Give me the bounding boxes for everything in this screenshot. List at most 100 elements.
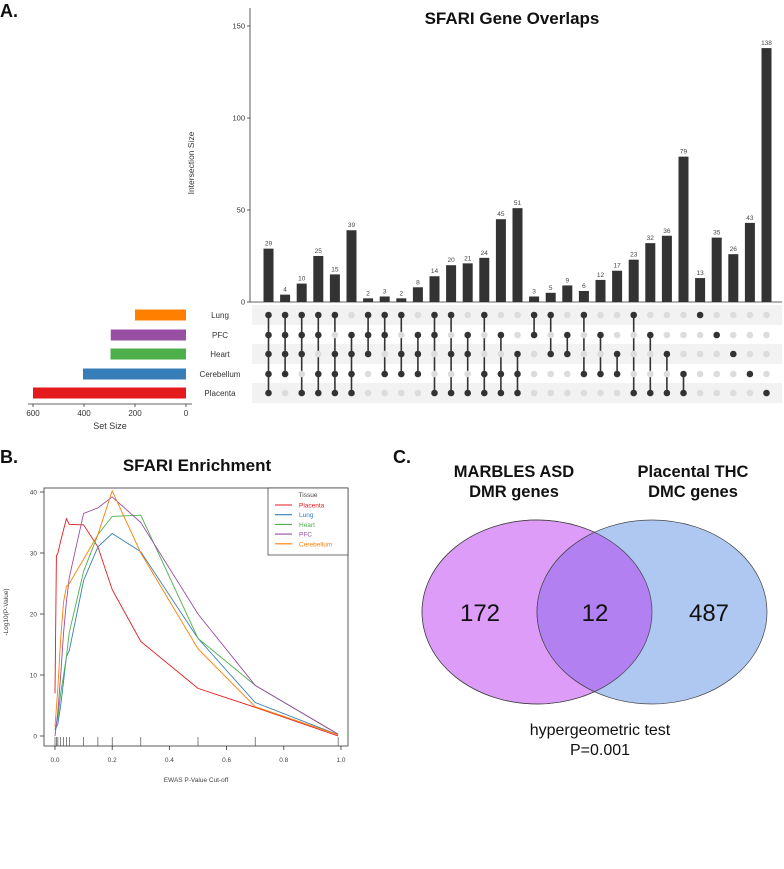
- intersection-size-label: 2: [366, 290, 370, 297]
- intersection-size-label: 8: [416, 279, 420, 286]
- series-line-pfc: [54, 496, 339, 737]
- matrix-dot-filled: [613, 370, 621, 378]
- intersection-bar: [329, 274, 340, 302]
- intersection-size-label: 43: [746, 215, 754, 222]
- matrix-dot-empty: [763, 331, 770, 339]
- intersection-bar: [595, 279, 606, 302]
- y-tick-label: 30: [30, 551, 38, 558]
- matrix-dot-filled: [281, 331, 289, 339]
- matrix-dot-empty: [564, 311, 571, 319]
- intersection-size-label: 4: [283, 287, 287, 294]
- matrix-dot-empty: [613, 389, 621, 397]
- matrix-dot-empty: [730, 389, 737, 397]
- intersection-size-label: 29: [265, 241, 273, 248]
- intersection-bar: [313, 256, 324, 302]
- matrix-dot-filled: [497, 389, 505, 397]
- plot-frame: [43, 487, 349, 747]
- venn-overlap-count: 12: [582, 600, 609, 627]
- matrix-dot-empty: [730, 311, 737, 319]
- x-tick-label: 0.2: [108, 757, 117, 764]
- venn-right-title-1: Placental THC: [638, 463, 749, 481]
- intersection-bar: [346, 230, 357, 302]
- matrix-dot-filled: [663, 350, 671, 358]
- matrix-dot-empty: [680, 350, 687, 358]
- matrix-dot-filled: [265, 331, 272, 339]
- matrix-dot-empty: [763, 350, 770, 358]
- intersection-bar: [645, 243, 656, 302]
- matrix-dot-empty: [663, 311, 671, 319]
- venn-right-count: 487: [689, 600, 729, 627]
- intersection-bar: [495, 219, 506, 302]
- set-size-tick-label: 400: [77, 409, 91, 418]
- matrix-dot-empty: [547, 331, 554, 339]
- enrichment-y-label: -Log10(P-Value): [3, 588, 10, 635]
- intersection-bar: [744, 222, 755, 302]
- set-size-tick-label: 0: [184, 409, 189, 418]
- intersection-bar: [396, 298, 407, 302]
- matrix-dot-filled: [530, 331, 538, 339]
- intersection-size-label: 23: [630, 252, 638, 259]
- matrix-dot-empty: [481, 331, 488, 339]
- matrix-dot-filled: [381, 331, 389, 339]
- matrix-dot-filled: [315, 389, 322, 397]
- matrix-dot-filled: [630, 389, 637, 397]
- intersection-size-label: 3: [532, 288, 536, 295]
- matrix-dot-empty: [597, 350, 604, 358]
- intersection-size-label: 39: [348, 222, 356, 229]
- matrix-dot-filled: [647, 331, 654, 339]
- matrix-dot-filled: [481, 311, 488, 319]
- set-name-label: PFC: [212, 331, 228, 340]
- matrix-dot-filled: [298, 331, 306, 339]
- y-tick-label: 10: [30, 673, 38, 680]
- matrix-dot-filled: [564, 350, 571, 358]
- matrix-dot-filled: [281, 350, 289, 358]
- matrix-dot-empty: [630, 370, 637, 378]
- intersection-bar: [578, 290, 589, 302]
- legend-item-lung: Lung: [299, 512, 314, 519]
- matrix-dot-filled: [497, 370, 505, 378]
- upset-y-label: Intersection Size: [186, 131, 196, 194]
- matrix-dot-empty: [398, 331, 405, 339]
- enrichment-plot: 0.0 0.2 0.4 0.6 0.8 1.0 0 10 20 30 40 Tissue Placent…: [30, 487, 349, 764]
- matrix-dot-filled: [364, 331, 372, 339]
- matrix-dot-filled: [364, 311, 372, 319]
- intersection-size-label: 14: [431, 268, 439, 275]
- enrichment-x-label: EWAS P-Value Cut-off: [164, 777, 229, 784]
- intersection-size-label: 2: [399, 290, 403, 297]
- matrix-dot-filled: [547, 311, 554, 319]
- matrix-dot-filled: [481, 370, 488, 378]
- matrix-dot-filled: [364, 350, 372, 358]
- intersection-size-label: 21: [464, 255, 472, 262]
- intersection-size-label: 6: [582, 283, 586, 290]
- set-name-label: Placenta: [204, 389, 236, 398]
- venn-left-title-2: DMR genes: [469, 483, 559, 501]
- intersection-size-label: 17: [613, 263, 621, 270]
- matrix-dot-filled: [564, 331, 571, 339]
- matrix-dot-filled: [464, 350, 472, 358]
- y-tick-label: 40: [30, 490, 38, 497]
- matrix-dot-filled: [265, 370, 272, 378]
- matrix-dot-filled: [298, 389, 306, 397]
- matrix-dot-filled: [348, 331, 355, 339]
- matrix-dot-empty: [696, 389, 704, 397]
- matrix-dot-filled: [597, 370, 604, 378]
- panel-a-label: A.: [0, 1, 18, 21]
- matrix-dot-empty: [530, 370, 538, 378]
- matrix-dot-filled: [713, 331, 720, 339]
- matrix-dot-empty: [564, 370, 571, 378]
- matrix-dot-empty: [630, 331, 637, 339]
- intersection-bar: [728, 254, 739, 302]
- intersection-bar: [512, 208, 523, 302]
- matrix-dot-empty: [348, 311, 355, 319]
- x-tick-label: 0.8: [279, 757, 288, 764]
- matrix-dot-filled: [746, 370, 754, 378]
- matrix-dot-empty: [597, 389, 604, 397]
- matrix-dot-empty: [613, 311, 621, 319]
- matrix-dot-empty: [364, 370, 372, 378]
- matrix-dot-filled: [497, 331, 505, 339]
- matrix-dot-empty: [630, 350, 637, 358]
- intersection-bar: [711, 237, 722, 302]
- intersection-bar: [462, 263, 473, 302]
- matrix-dot-filled: [514, 350, 521, 358]
- intersection-bar: [695, 278, 706, 302]
